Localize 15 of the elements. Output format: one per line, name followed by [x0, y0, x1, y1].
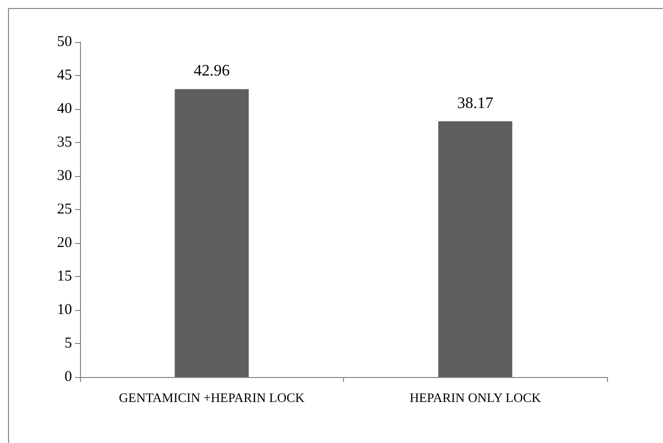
y-tick-label: 30: [57, 168, 72, 184]
y-tick-label: 0: [64, 369, 72, 385]
y-tick-label: 35: [57, 134, 72, 150]
x-tick-label: GENTAMICIN +HEPARIN LOCK: [118, 390, 306, 405]
y-tick-label: 15: [57, 268, 72, 284]
y-tick-label: 25: [57, 202, 72, 218]
y-tick-label: 20: [57, 235, 72, 251]
data-label: 42.96: [194, 62, 230, 80]
y-tick-label: 45: [57, 68, 72, 84]
y-tick-label: 40: [57, 101, 72, 117]
y-tick-label: 10: [57, 302, 72, 318]
y-tick-label: 5: [64, 336, 72, 352]
x-tick-label: HEPARIN ONLY LOCK: [410, 390, 542, 405]
data-label: 38.17: [457, 94, 494, 112]
y-tick-label: 50: [57, 34, 72, 50]
